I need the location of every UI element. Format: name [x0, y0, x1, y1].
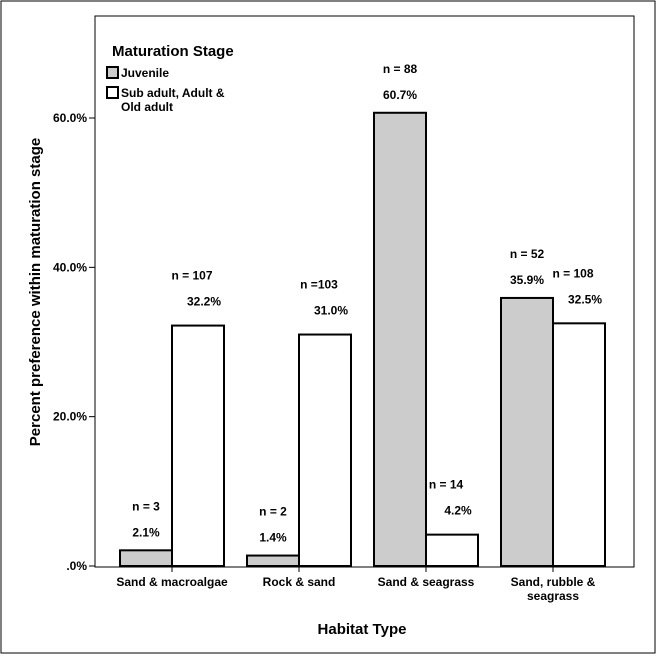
y-axis-title: Percent preference within maturation sta… — [27, 138, 44, 446]
bar-juvenile — [500, 296, 554, 567]
bar-n-label: n = 52 — [510, 247, 545, 261]
bar-n-label: n = 3 — [132, 499, 160, 513]
bar-juvenile — [373, 111, 427, 567]
x-category-label: seagrass — [527, 589, 579, 603]
bar-juvenile — [246, 554, 300, 568]
bar-n-label: n = 88 — [383, 62, 418, 76]
y-tick-label: 20.0% — [53, 410, 87, 424]
legend-title: Maturation Stage — [112, 43, 234, 60]
bar-value-label: 2.1% — [132, 525, 160, 539]
bar-value-label: 31.0% — [314, 304, 348, 318]
bar-annotations: 2.1% n = 3 1.4% n = 2 60.7% n = 88 35.9% n = 52… — [132, 62, 602, 545]
bars — [119, 111, 606, 568]
bar-n-label: n = 108 — [552, 266, 593, 280]
y-tick-label: .0% — [66, 559, 87, 573]
bar-adult — [425, 533, 479, 568]
legend-entry-label: Old adult — [121, 100, 173, 114]
x-category-label: Rock & sand — [263, 575, 336, 589]
y-axis: .0% 20.0% 40.0% 60.0% — [53, 111, 95, 573]
bar-value-label: 1.4% — [259, 531, 287, 545]
bar-value-label: 60.7% — [383, 88, 417, 102]
y-tick-label: 60.0% — [53, 111, 87, 125]
x-axis-title: Habitat Type — [318, 621, 407, 638]
x-category-label: Sand & macroalgae — [116, 575, 228, 589]
bar-adult — [552, 322, 606, 568]
bar-n-label: n =103 — [300, 278, 338, 292]
legend-entry-label: Juvenile — [121, 66, 169, 80]
bar-n-label: n = 2 — [259, 505, 287, 519]
bar-adult — [171, 324, 225, 567]
bar-value-label: 32.5% — [568, 292, 602, 306]
x-axis: Sand & macroalgae Rock & sand Sand & seagr… — [116, 567, 596, 603]
legend-entry-label: Sub adult, Adult & — [121, 86, 225, 100]
bar-n-label: n = 14 — [429, 478, 464, 492]
bar-value-label: 35.9% — [510, 273, 544, 287]
x-category-label: Sand, rubble & — [511, 575, 596, 589]
legend-swatch — [106, 86, 119, 99]
bar-juvenile — [119, 549, 173, 568]
legend-swatch — [106, 66, 119, 79]
bar-value-label: 4.2% — [444, 504, 472, 518]
bar-adult — [298, 333, 352, 567]
legend: Maturation Stage Juvenile Sub adult, Adul… — [106, 43, 234, 114]
y-tick-label: 40.0% — [53, 260, 87, 274]
bar-n-label: n = 107 — [171, 269, 212, 283]
x-category-label: Sand & seagrass — [378, 575, 475, 589]
bar-value-label: 32.2% — [187, 295, 221, 309]
